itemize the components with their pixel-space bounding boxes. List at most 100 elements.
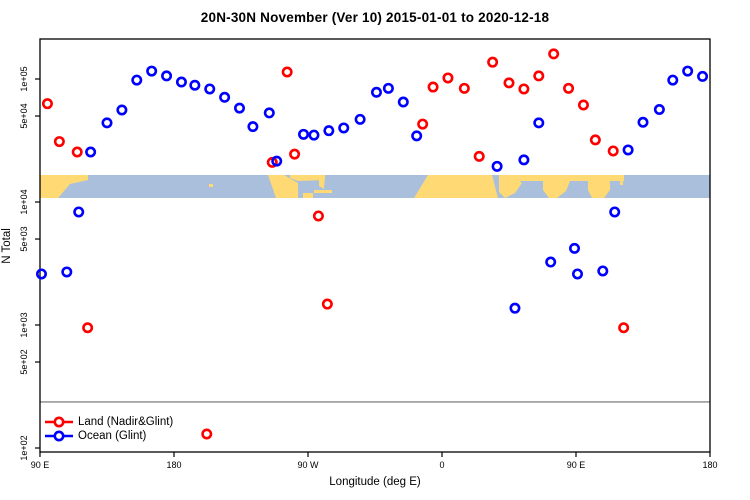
- land-data-point: [312, 210, 324, 222]
- x-tick-label: 90 W: [297, 460, 319, 470]
- map-band-land: [290, 175, 325, 181]
- ocean-data-point: [219, 91, 231, 103]
- land-data-point: [281, 66, 293, 78]
- ocean-data-point: [323, 125, 335, 137]
- map-band-land: [209, 184, 213, 187]
- ocean-data-point: [545, 256, 557, 268]
- map-band-land: [40, 175, 88, 198]
- land-data-point: [563, 82, 575, 94]
- map-band-land: [620, 180, 623, 185]
- map-band-land: [414, 175, 498, 198]
- ocean-data-point: [597, 265, 609, 277]
- land-data-point: [458, 82, 470, 94]
- land-data-point: [548, 48, 560, 60]
- ocean-data-point: [622, 144, 634, 156]
- land-data-point: [577, 99, 589, 111]
- land-data-point: [417, 118, 429, 130]
- ocean-data-point: [35, 268, 47, 280]
- y-tick-label: 5e+04: [19, 103, 29, 128]
- ocean-data-point: [533, 117, 545, 129]
- y-tick-label: 1e+03: [19, 312, 29, 337]
- ocean-data-point: [354, 113, 366, 125]
- ocean-data-point: [411, 130, 423, 142]
- land-data-point: [427, 81, 439, 93]
- legend-marker-point: [53, 430, 65, 442]
- x-axis-label: Longitude (deg E): [329, 476, 421, 488]
- ocean-data-point: [175, 76, 187, 88]
- ocean-data-point: [382, 82, 394, 94]
- ocean-data-point: [131, 74, 143, 86]
- legend-label-land: Land (Nadir&Glint): [78, 416, 174, 428]
- ocean-data-point: [101, 117, 113, 129]
- map-band-land: [303, 193, 313, 198]
- map-band-land: [543, 181, 570, 198]
- land-data-point: [589, 134, 601, 146]
- plot-box: [39, 38, 711, 453]
- ocean-data-point: [682, 65, 694, 77]
- map-band-land: [513, 175, 624, 181]
- ocean-data-point: [61, 266, 73, 278]
- y-tick-label: 5e+03: [19, 226, 29, 251]
- ocean-data-point: [370, 86, 382, 98]
- ocean-data-point: [571, 268, 583, 280]
- y-axis-label: N Total: [1, 228, 13, 264]
- land-data-point: [607, 145, 619, 157]
- map-band-land: [314, 190, 332, 193]
- map-band-land: [319, 175, 325, 189]
- chart-title: 20N-30N November (Ver 10) 2015-01-01 to …: [200, 10, 550, 25]
- land-data-point: [442, 72, 454, 84]
- ocean-data-point: [569, 242, 581, 254]
- y-tick-label: 1e+05: [19, 66, 29, 91]
- land-data-point: [518, 83, 530, 95]
- ocean-data-point: [667, 74, 679, 86]
- x-tick-label: 0: [439, 460, 444, 470]
- y-tick-label: 1e+04: [19, 189, 29, 214]
- y-tick-label: 5e+02: [19, 349, 29, 374]
- legend-marker-point: [53, 416, 65, 428]
- land-data-point: [321, 298, 333, 310]
- y-tick-label: 1e+02: [19, 435, 29, 460]
- land-data-point: [487, 56, 499, 68]
- x-tick-label: 180: [166, 460, 181, 470]
- x-tick-label: 180: [702, 460, 717, 470]
- land-data-point: [618, 322, 630, 334]
- ocean-data-point: [338, 122, 350, 134]
- ocean-data-point: [234, 102, 246, 114]
- land-data-point: [41, 98, 53, 110]
- ocean-data-point: [271, 155, 283, 167]
- land-data-point: [289, 148, 301, 160]
- ocean-data-point: [298, 128, 310, 140]
- map-band-land: [268, 175, 298, 198]
- ocean-data-point: [247, 121, 259, 133]
- x-tick-label: 90 E: [31, 460, 50, 470]
- land-data-point: [201, 428, 213, 440]
- ocean-data-point: [397, 96, 409, 108]
- ocean-data-point: [609, 206, 621, 218]
- map-band-land: [588, 181, 610, 198]
- land-data-point: [503, 77, 515, 89]
- land-data-point: [71, 146, 83, 158]
- x-tick-label: 90 E: [567, 460, 586, 470]
- land-data-point: [82, 322, 94, 334]
- ocean-data-point: [189, 79, 201, 91]
- ocean-data-point: [518, 154, 530, 166]
- ocean-data-point: [204, 83, 216, 95]
- ocean-data-point: [116, 104, 128, 116]
- land-data-point: [53, 136, 65, 148]
- ocean-data-point: [85, 146, 97, 158]
- ocean-data-point: [308, 129, 320, 141]
- ocean-data-point: [491, 160, 503, 172]
- ocean-data-point: [509, 302, 521, 314]
- ocean-data-point: [637, 116, 649, 128]
- ocean-data-point: [161, 70, 173, 82]
- ocean-data-point: [263, 107, 275, 119]
- ocean-data-point: [146, 65, 158, 77]
- ocean-data-point: [697, 70, 709, 82]
- legend-label-ocean: Ocean (Glint): [78, 430, 147, 442]
- land-data-point: [473, 150, 485, 162]
- land-data-point: [533, 70, 545, 82]
- ocean-data-point: [73, 206, 85, 218]
- ocean-data-point: [653, 103, 665, 115]
